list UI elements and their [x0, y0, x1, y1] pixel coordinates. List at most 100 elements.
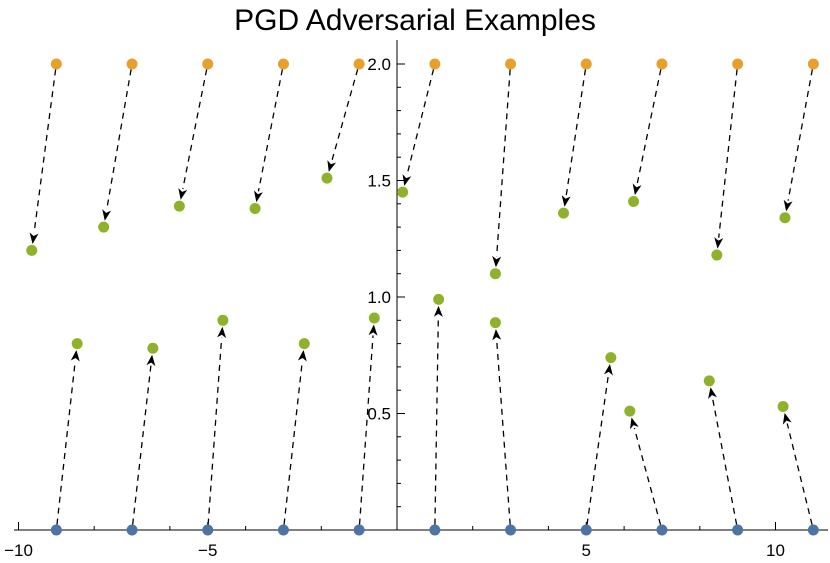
perturbation-arrow-line — [331, 69, 359, 162]
adversarial-bottom-point — [489, 317, 501, 329]
perturbation-arrow-head — [632, 183, 642, 196]
original-top-point — [656, 58, 668, 70]
perturbation-arrow-head — [630, 417, 639, 430]
adversarial-bottom-point — [624, 405, 636, 417]
adversarial-top-point — [321, 172, 333, 184]
y-tick-label: 2.0 — [367, 55, 391, 74]
perturbation-arrow-line — [56, 360, 76, 525]
perturbation-arrow-line — [406, 69, 435, 176]
x-tick-label: −5 — [198, 541, 217, 560]
perturbation-arrow-head — [368, 324, 378, 336]
adversarial-bottom-point — [777, 401, 789, 413]
perturbation-arrow-head — [402, 174, 412, 186]
perturbation-arrow-head — [492, 329, 502, 341]
perturbation-arrow-line — [132, 365, 152, 525]
adversarial-top-point — [397, 186, 409, 198]
original-bottom-point — [202, 524, 214, 536]
adversarial-bottom-point — [217, 314, 229, 326]
perturbation-arrow-line — [257, 69, 284, 192]
x-tick-label: −10 — [4, 541, 33, 560]
original-bottom-point — [505, 524, 517, 536]
axes: −10 −5 5 10 0.5 1.0 1.5 2.0 — [4, 40, 828, 560]
perturbation-arrow-head — [146, 354, 156, 367]
original-bottom-point — [50, 524, 62, 536]
original-bottom-point — [353, 524, 365, 536]
y-tick-label: 1.0 — [367, 288, 391, 307]
original-bottom-point — [580, 524, 592, 536]
adversarial-top-point — [173, 200, 185, 212]
perturbation-arrow-line — [718, 69, 738, 238]
y-tick-label: 1.5 — [367, 172, 391, 191]
original-top-point — [50, 58, 62, 70]
adversarial-top-point — [711, 249, 723, 261]
perturbation-arrow-line — [633, 427, 662, 525]
perturbation-arrow-line — [182, 69, 208, 190]
original-top-point — [807, 58, 819, 70]
perturbation-arrow-head — [708, 387, 717, 399]
perturbation-arrow-head — [492, 255, 502, 268]
perturbation-arrow-head — [327, 160, 337, 172]
original-top-point — [353, 58, 365, 70]
original-bottom-point — [807, 524, 819, 536]
perturbation-arrow-head — [561, 195, 571, 207]
perturbation-arrow-head — [178, 188, 188, 200]
adversarial-bottom-point — [71, 338, 83, 350]
perturbation-arrow-head — [102, 209, 112, 221]
perturbation-arrow-head — [29, 232, 39, 244]
adversarial-bottom-point — [298, 338, 310, 350]
perturbation-arrow-head — [783, 199, 793, 212]
perturbation-arrow-line — [586, 374, 610, 525]
perturbation-arrow-line — [207, 337, 223, 525]
adversarial-top-point — [98, 221, 110, 233]
perturbation-arrow-head — [297, 350, 307, 362]
original-bottom-point — [277, 524, 289, 536]
adversarial-bottom-point — [703, 375, 715, 387]
x-tick-label: 5 — [582, 541, 591, 560]
perturbation-arrow-line — [358, 335, 374, 525]
original-top-point — [277, 58, 289, 70]
perturbation-arrow-line — [787, 69, 813, 201]
arrows — [29, 69, 813, 525]
perturbation-arrow-line — [565, 69, 587, 196]
original-top-point — [202, 58, 214, 70]
adversarial-top-point — [249, 202, 261, 214]
adversarial-top-point — [26, 244, 38, 256]
original-top-point — [505, 58, 517, 70]
perturbation-arrow-head — [70, 350, 80, 362]
chart-title: PGD Adversarial Examples — [234, 4, 596, 37]
original-bottom-point — [656, 524, 668, 536]
perturbation-arrow-head — [782, 412, 792, 425]
perturbation-arrow-line — [711, 397, 738, 525]
adversarial-top-point — [628, 195, 640, 207]
original-top-point — [732, 58, 744, 70]
perturbation-arrow-head — [603, 364, 613, 376]
perturbation-arrow-head — [433, 305, 443, 317]
perturbation-arrow-line — [496, 69, 511, 257]
perturbation-arrow-line — [33, 69, 57, 234]
y-tick-label: 0.5 — [367, 405, 391, 424]
perturbation-arrow-line — [106, 69, 132, 210]
original-top-point — [126, 58, 138, 70]
perturbation-arrow-head — [254, 190, 263, 203]
adversarial-bottom-point — [147, 342, 159, 354]
perturbation-arrow-head — [714, 237, 724, 249]
perturbation-arrow-line — [786, 423, 813, 525]
adversarial-top-point — [489, 268, 501, 280]
original-top-point — [429, 58, 441, 70]
perturbation-arrow-line — [283, 360, 303, 525]
adversarial-bottom-point — [605, 352, 617, 364]
original-top-point — [580, 58, 592, 70]
original-bottom-point — [126, 524, 138, 536]
perturbation-arrow-line — [636, 69, 662, 185]
adversarial-bottom-point — [368, 312, 380, 324]
perturbation-arrow-head — [217, 326, 227, 339]
adversarial-top-point — [779, 212, 791, 224]
adversarial-bottom-point — [433, 293, 445, 305]
points — [26, 58, 819, 536]
perturbation-arrow-line — [496, 340, 511, 525]
adversarial-top-point — [558, 207, 570, 219]
original-bottom-point — [732, 524, 744, 536]
x-tick-label: 10 — [766, 541, 785, 560]
perturbation-arrow-line — [434, 316, 439, 525]
